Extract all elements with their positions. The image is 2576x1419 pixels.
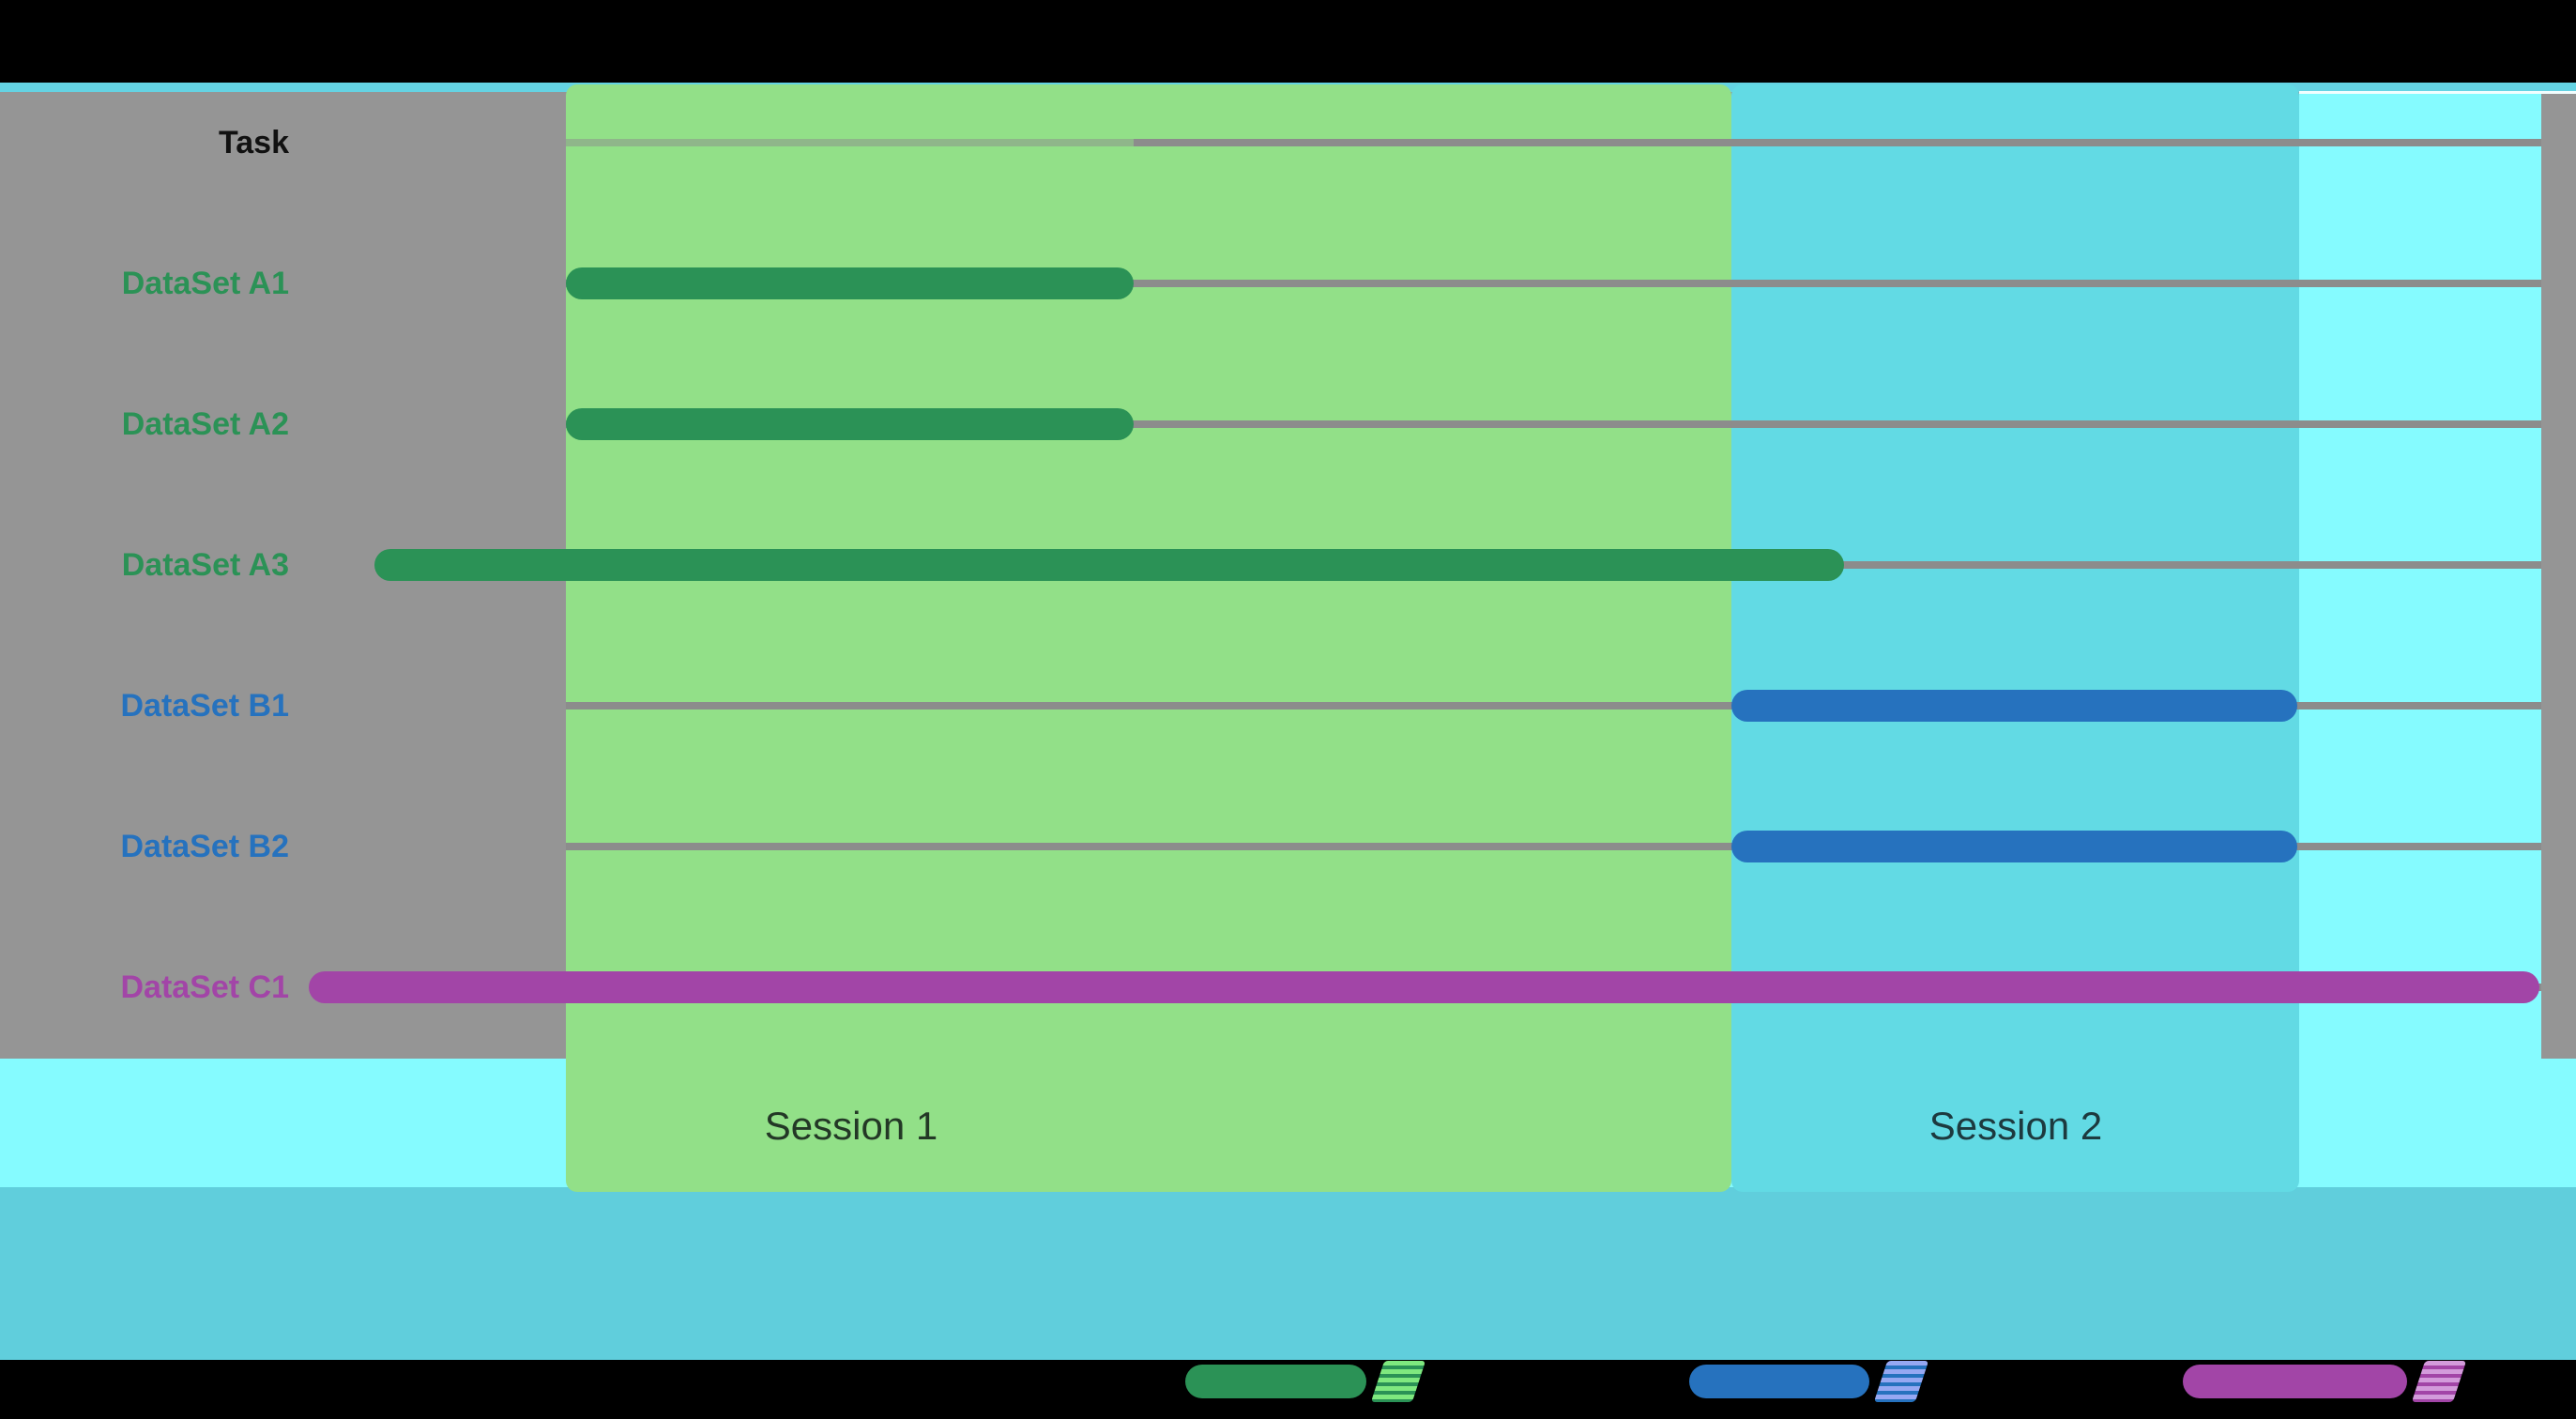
session-band-1 (566, 84, 1731, 1192)
session-label-1: Session 1 (764, 1104, 938, 1148)
legend-slash-C[interactable] (2411, 1361, 2467, 1402)
session-band-2 (1731, 84, 2299, 1192)
task-label: DataSet A1 (121, 266, 289, 301)
axis-title: Task (219, 125, 289, 160)
task-label: DataSet B1 (120, 688, 289, 724)
legend-slash-A[interactable] (1370, 1361, 1426, 1402)
task-bar[interactable] (566, 267, 1134, 299)
task-bar[interactable] (374, 549, 1844, 581)
task-bar[interactable] (566, 408, 1134, 440)
task-label: DataSet A2 (121, 406, 289, 442)
task-bar[interactable] (1731, 831, 2297, 862)
task-label: DataSet A3 (121, 547, 289, 583)
legend-marker-A[interactable] (1185, 1365, 1366, 1398)
legend-slash-B[interactable] (1873, 1361, 1929, 1402)
row-gridline (566, 139, 2541, 146)
row-gridline (566, 702, 2541, 710)
bottom-paper-band (0, 1187, 2576, 1360)
row-gridline (566, 280, 2541, 287)
task-label: DataSet C1 (120, 969, 289, 1005)
session-label-2: Session 2 (1928, 1104, 2103, 1148)
task-bar[interactable] (309, 971, 2539, 1003)
row-gridline (566, 420, 2541, 428)
task-bar[interactable] (1731, 690, 2297, 722)
right-highlight-panel (2299, 94, 2541, 1059)
task-label: DataSet B2 (120, 829, 289, 864)
legend-marker-C[interactable] (2183, 1365, 2407, 1398)
legend-marker-B[interactable] (1689, 1365, 1869, 1398)
right-panel-top-border (2299, 91, 2576, 94)
row-gridline (566, 843, 2541, 850)
